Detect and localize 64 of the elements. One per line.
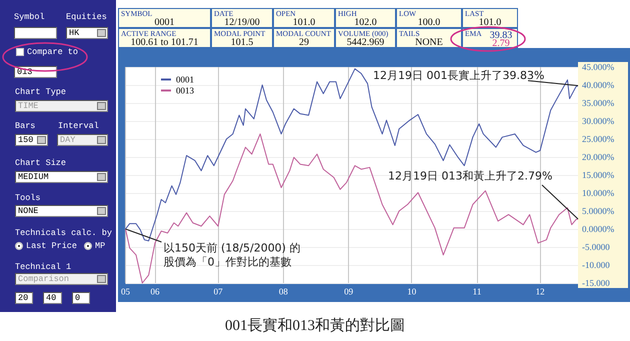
text: 101.5: [230, 37, 254, 48]
line-series: [125, 68, 578, 242]
text: Last Price: [26, 241, 78, 251]
text: MP: [95, 241, 106, 251]
text: 102.0: [353, 17, 378, 28]
text: Tools: [15, 193, 41, 203]
x-tick-label: 11: [472, 286, 482, 296]
x-tick-label: 07: [214, 286, 224, 296]
text-input: 20: [15, 292, 33, 304]
dropdown-field: 150: [15, 134, 48, 146]
y-tick-label: 40.000%: [582, 80, 615, 90]
y-tick-label: 30.000%: [582, 116, 615, 126]
legend-label: 0001: [176, 74, 194, 84]
text: 5442.969: [346, 37, 384, 48]
y-tick-label: 0.0000%: [582, 224, 615, 234]
text: Equities: [66, 12, 107, 22]
dropdown-field: TIME: [15, 100, 108, 112]
annotation: 以150天前 (18/5/2000) 的股價為「0」作對比的基數: [164, 242, 300, 268]
y-tick-label: 35.000%: [582, 98, 615, 108]
text: NONE: [414, 37, 444, 48]
legend-label: 0013: [176, 86, 194, 96]
text: Symbol: [14, 12, 45, 22]
text-input: 40: [43, 292, 62, 304]
text: 29: [298, 37, 310, 48]
text: Technical 1: [15, 262, 72, 272]
line-series: [125, 133, 578, 284]
dropdown-field: DAY: [57, 134, 108, 146]
text: Chart Type: [15, 87, 66, 97]
x-tick-label: 12: [536, 286, 545, 296]
x-tick-label: 10: [407, 286, 417, 296]
text: Compare to: [27, 47, 78, 57]
dropdown-field: NONE: [15, 205, 108, 217]
text: 101.0: [478, 17, 502, 28]
annotation: 12月19日 001長實上升了39.83%: [373, 69, 544, 82]
y-tick-label: -10.000: [582, 260, 610, 270]
dropdown-field: Comparison: [15, 273, 108, 285]
y-tick-label: 10.000%: [582, 188, 615, 198]
y-tick-label: -15.000: [582, 278, 610, 288]
dropdown-field: MEDIUM: [15, 171, 108, 183]
text: 001長實和013和黃的對比圖: [224, 316, 406, 335]
text: 100.61 to 101.71: [130, 37, 200, 48]
text: 39.83: [488, 30, 514, 41]
x-tick-label: 09: [344, 286, 354, 296]
y-tick-label: 45.000%: [582, 62, 615, 72]
x-tick-label: 08: [278, 286, 288, 296]
dropdown-field: HK: [66, 27, 108, 39]
text: Interval: [58, 121, 99, 131]
text: Technicals calc. by: [15, 228, 112, 238]
text: Bars: [15, 121, 36, 131]
y-tick-label: 5.0000%: [582, 206, 615, 216]
text: Chart Size: [15, 158, 66, 168]
y-tick-label: 20.000%: [582, 152, 615, 162]
text: 12/19/00: [223, 17, 261, 28]
y-tick-label: -5.0000: [582, 242, 610, 252]
text: 0001: [154, 17, 176, 28]
annotation: 12月19日 013和黃上升了2.79%: [388, 169, 552, 182]
text: 2.79: [492, 38, 510, 49]
y-tick-label: 15.000%: [582, 170, 615, 180]
text: 101.0: [292, 17, 316, 28]
x-tick-label: 05: [121, 286, 130, 296]
y-tick-label: 25.000%: [582, 134, 615, 144]
text: 100.0: [416, 17, 442, 28]
text-input: 0: [72, 292, 90, 304]
x-tick-label: 06: [150, 286, 160, 296]
